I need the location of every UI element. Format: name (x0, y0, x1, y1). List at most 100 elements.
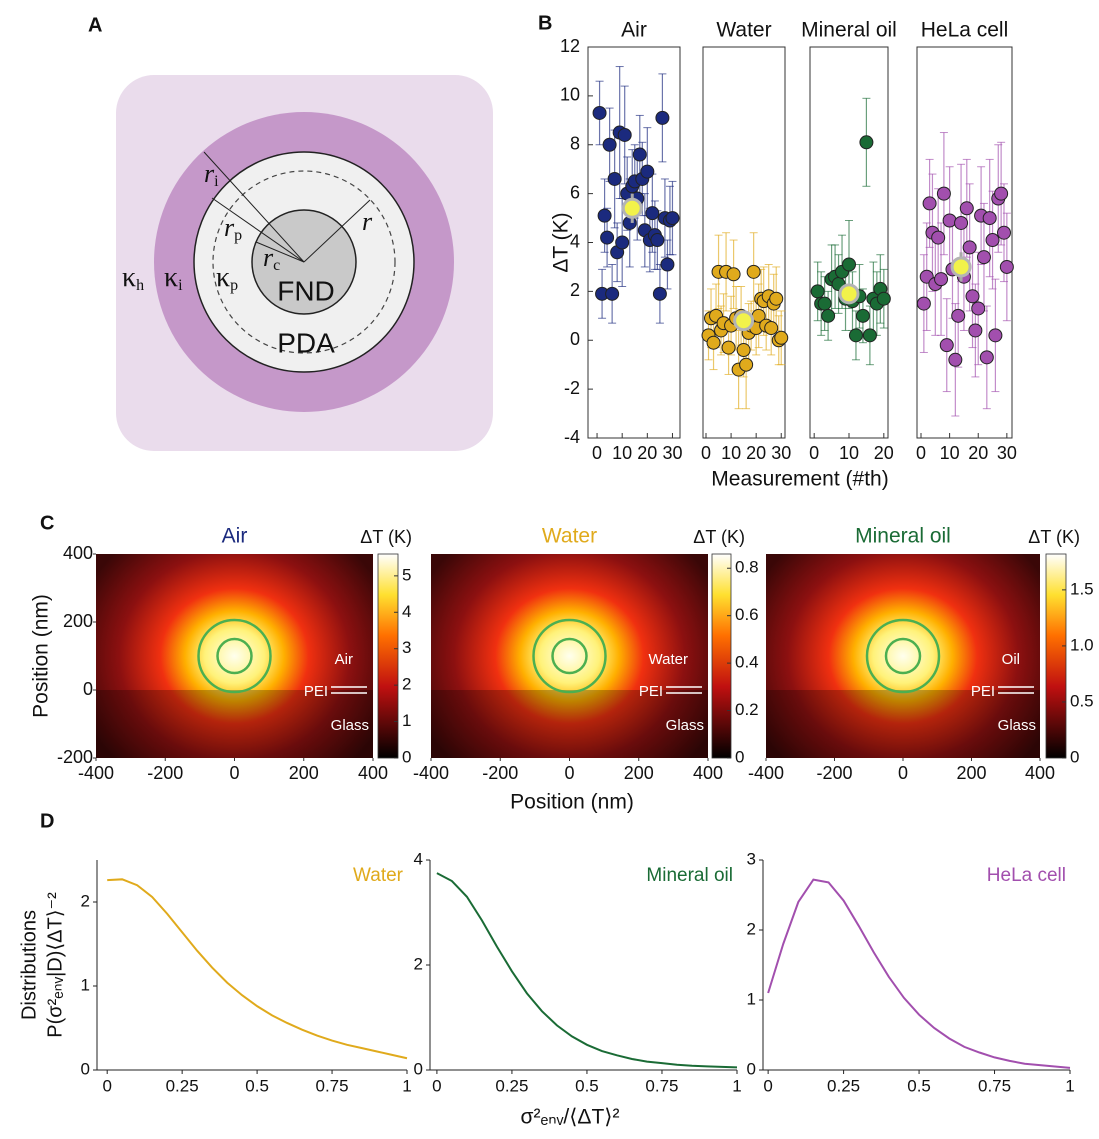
heatmap (96, 554, 373, 758)
y-tick-label: 2 (570, 280, 580, 300)
y-tick-label: 8 (570, 134, 580, 154)
layer-label: PEI (304, 683, 328, 700)
data-point (746, 264, 761, 279)
x-tick-label: 200 (956, 763, 986, 783)
colorbar-tick-label: 0.4 (735, 653, 759, 672)
colorbar-tick-label: 3 (402, 638, 411, 657)
radius-label: r (362, 207, 373, 236)
x-tick-label: -400 (413, 763, 449, 783)
x-tick-label: 20 (637, 443, 657, 463)
substrate-label: Glass (666, 717, 704, 734)
data-point (988, 328, 1003, 343)
data-point (597, 208, 612, 223)
data-point (817, 296, 832, 311)
y-tick-label: 4 (414, 849, 423, 868)
radius-line (211, 197, 305, 263)
subplot-title: Water (716, 19, 771, 42)
particle-outline (532, 618, 607, 694)
x-tick-label: 0 (229, 763, 239, 783)
panel-label: D (40, 810, 54, 832)
subplot-title: Water (542, 525, 597, 548)
x-tick-label: -200 (816, 763, 852, 783)
data-point (936, 186, 951, 201)
y-tick-label: 0 (747, 1059, 756, 1078)
core-label: FND (277, 275, 335, 306)
data-point (855, 308, 870, 323)
data-point (600, 230, 615, 245)
data-point (602, 137, 617, 152)
data-point (650, 233, 665, 248)
x-tick-label: 0.75 (978, 1076, 1011, 1095)
y-tick-label: 0 (570, 329, 580, 349)
data-point (810, 284, 825, 299)
substrate-label: Glass (331, 717, 369, 734)
data-point (632, 147, 647, 162)
substrate-shade (96, 690, 373, 758)
data-point (985, 233, 1000, 248)
x-tick-label: 400 (693, 763, 723, 783)
y-tick-label: 0 (414, 1059, 423, 1078)
data-point (607, 171, 622, 186)
subplot-title: Mineral oil (801, 19, 897, 42)
x-tick-label: 10 (612, 443, 632, 463)
x-tick-label: -200 (147, 763, 183, 783)
data-point (726, 267, 741, 282)
panel-label: C (40, 512, 54, 534)
plot-frame (702, 46, 786, 439)
data-point (660, 257, 675, 272)
medium-label: Oil (1002, 651, 1020, 668)
layer-label: PEI (639, 683, 663, 700)
colorbar-tick-label: 1.5 (1070, 579, 1094, 598)
data-point (942, 213, 957, 228)
radius-label: rp (224, 213, 242, 244)
data-point (976, 250, 991, 265)
data-point (954, 215, 969, 230)
conductivity-label: κi (164, 262, 183, 293)
data-point (996, 225, 1011, 240)
radius-line (255, 241, 305, 263)
heatmap (431, 554, 708, 758)
colorbar-tick-label: 0.5 (1070, 691, 1094, 710)
y-tick-label: 2 (81, 891, 90, 910)
subplot-title: Mineral oil (855, 525, 951, 548)
data-point (982, 211, 997, 226)
data-point (934, 272, 949, 287)
y-tick-label: 3 (747, 849, 756, 868)
x-tick-label: 0.75 (645, 1076, 678, 1095)
series-label: HeLa cell (987, 865, 1066, 886)
colorbar (711, 553, 732, 759)
subplot-title: Air (222, 525, 248, 548)
x-tick-label: 0.5 (907, 1076, 931, 1095)
x-tick-label: 20 (968, 443, 988, 463)
conductivity-label: κp (216, 262, 238, 293)
y-tick-label: 400 (63, 543, 93, 563)
heat-field (96, 554, 373, 758)
colorbar-tick-label: 2 (402, 675, 411, 694)
y-axis-label: P(σ²ₑₙᵥ|D)⟨ΔT⟩⁻² (44, 892, 66, 1038)
data-point (962, 240, 977, 255)
data-point (959, 201, 974, 216)
panel-label: A (88, 14, 102, 36)
mean-point (621, 197, 643, 219)
y-tick-label: 10 (560, 85, 580, 105)
x-axis-label: Position (nm) (510, 791, 634, 814)
particle-outline (197, 618, 272, 694)
y-tick-label: 12 (560, 36, 580, 56)
particle-outline (865, 618, 941, 694)
y-tick-label: 2 (747, 919, 756, 938)
mean-point (838, 283, 860, 305)
data-point (736, 343, 751, 358)
series-label: Mineral oil (646, 865, 733, 886)
plot-frame (916, 46, 1013, 439)
x-axis-label: Measurement (#th) (711, 468, 888, 491)
x-tick-label: 1 (1065, 1076, 1074, 1095)
data-point (655, 110, 670, 125)
radius-line (203, 151, 305, 263)
substrate-shade (431, 690, 708, 758)
mean-point (950, 256, 972, 278)
core-outline (216, 637, 253, 675)
colorbar-label: ΔT (K) (693, 527, 745, 547)
colorbar-tick-label: 4 (402, 602, 411, 621)
x-tick-label: 10 (839, 443, 859, 463)
distribution-line (767, 878, 1071, 1069)
